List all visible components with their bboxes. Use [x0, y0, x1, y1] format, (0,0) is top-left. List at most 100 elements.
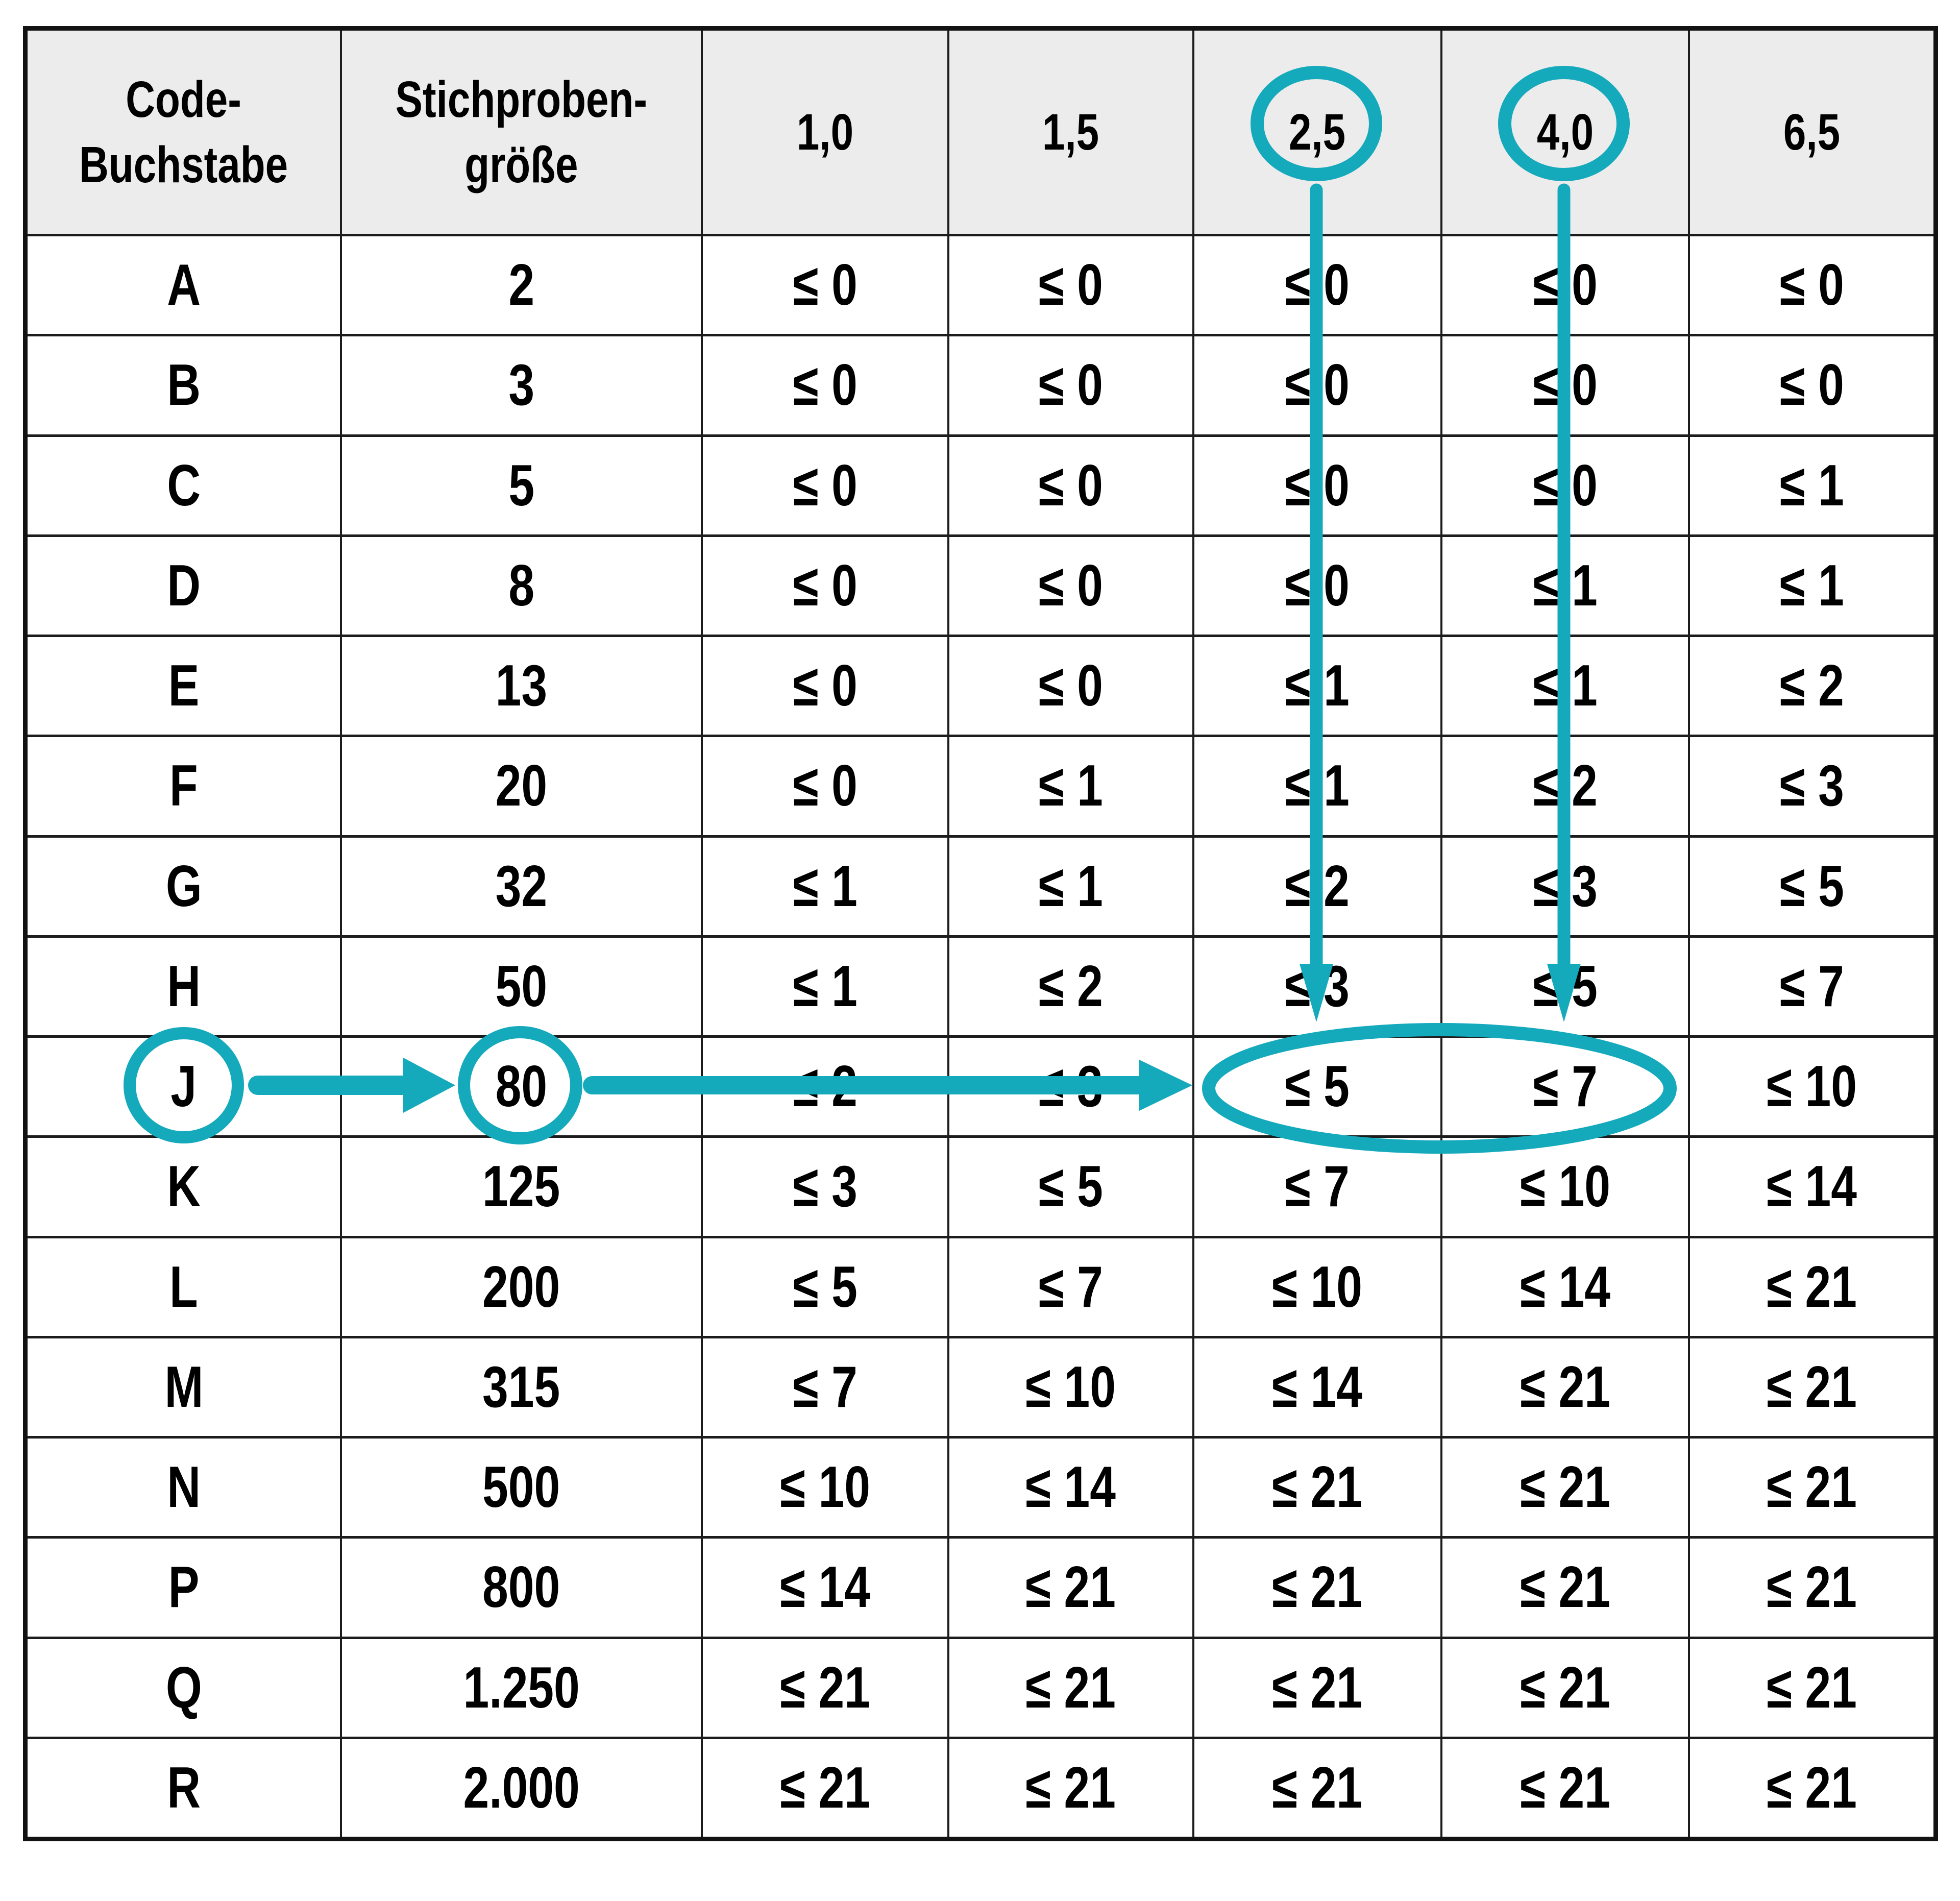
cell-text: 8 — [508, 553, 534, 618]
cell-text: ≤ 1 — [1038, 753, 1104, 819]
header-text: 1,0 — [797, 100, 853, 165]
cell-F-aql-4-0: ≤ 2 — [1440, 735, 1688, 835]
cell-text: ≤ 1 — [1533, 653, 1598, 719]
cell-text: ≤ 10 — [1520, 1154, 1610, 1220]
cell-text: K — [167, 1154, 201, 1220]
cell-E-size: 13 — [340, 635, 701, 735]
cell-M-size: 315 — [340, 1335, 701, 1436]
cell-text: E — [168, 653, 200, 719]
cell-text: ≤ 3 — [1779, 753, 1844, 819]
cell-J-size: 80 — [340, 1035, 701, 1136]
cell-F-aql-1-0: ≤ 0 — [701, 735, 947, 835]
cell-text: ≤ 1 — [793, 854, 857, 919]
cell-text: ≤ 0 — [793, 653, 857, 719]
cell-text: P — [168, 1555, 200, 1620]
cell-text: ≤ 0 — [1285, 553, 1350, 618]
cell-M-aql-2-5: ≤ 14 — [1192, 1335, 1440, 1436]
cell-G-size: 32 — [340, 835, 701, 935]
cell-text: ≤ 5 — [1285, 1054, 1350, 1119]
cell-N-aql-2-5: ≤ 21 — [1192, 1436, 1440, 1537]
cell-E-aql-4-0: ≤ 1 — [1440, 635, 1688, 735]
cell-F-aql-2-5: ≤ 1 — [1192, 735, 1440, 835]
cell-text: N — [167, 1455, 201, 1520]
cell-C-aql-2-5: ≤ 0 — [1192, 434, 1440, 534]
cell-B-aql-1-0: ≤ 0 — [701, 334, 947, 434]
header-label-line: 1,5 — [1042, 104, 1099, 161]
cell-text: 800 — [482, 1555, 560, 1620]
header-label-line: Buchstabe — [79, 136, 288, 193]
cell-N-aql-1-0: ≤ 10 — [701, 1436, 947, 1537]
cell-E-aql-1-0: ≤ 0 — [701, 635, 947, 735]
cell-Q-aql-2-5: ≤ 21 — [1192, 1636, 1440, 1737]
cell-M-code: M — [28, 1335, 340, 1436]
cell-D-size: 8 — [340, 534, 701, 635]
cell-text: ≤ 0 — [793, 553, 857, 618]
cell-N-aql-1-5: ≤ 14 — [947, 1436, 1192, 1537]
cell-M-aql-1-5: ≤ 10 — [947, 1335, 1192, 1436]
cell-D-code: D — [28, 534, 340, 635]
cell-E-aql-2-5: ≤ 1 — [1192, 635, 1440, 735]
cell-text: ≤ 0 — [793, 353, 857, 418]
header-text: 1,5 — [1042, 100, 1099, 165]
cell-P-aql-1-5: ≤ 21 — [947, 1536, 1192, 1637]
cell-text: ≤ 21 — [1767, 1655, 1857, 1720]
cell-text: A — [167, 253, 201, 318]
cell-C-size: 5 — [340, 434, 701, 534]
cell-text: ≤ 14 — [1767, 1154, 1857, 1220]
cell-H-aql-1-5: ≤ 2 — [947, 935, 1192, 1035]
cell-text: ≤ 21 — [1767, 1555, 1857, 1620]
cell-text: ≤ 5 — [793, 1254, 857, 1320]
cell-Q-aql-4-0: ≤ 21 — [1440, 1636, 1688, 1737]
cell-N-size: 500 — [340, 1436, 701, 1537]
cell-text: ≤ 0 — [793, 453, 857, 518]
cell-E-aql-1-5: ≤ 0 — [947, 635, 1192, 735]
header-aql-2-5: 2,5 — [1192, 31, 1440, 234]
cell-E-aql-6-5: ≤ 2 — [1688, 635, 1933, 735]
cell-text: ≤ 14 — [1272, 1354, 1363, 1420]
cell-text: ≤ 1 — [1285, 753, 1350, 819]
cell-text: ≤ 21 — [1767, 1354, 1857, 1420]
cell-G-aql-1-5: ≤ 1 — [947, 835, 1192, 935]
cell-text: ≤ 10 — [780, 1455, 870, 1520]
cell-text: ≤ 0 — [1285, 353, 1350, 418]
cell-K-code: K — [28, 1135, 340, 1236]
cell-text: ≤ 5 — [1038, 1154, 1104, 1220]
header-label-line: Stichproben- — [395, 71, 648, 128]
cell-N-code: N — [28, 1436, 340, 1537]
cell-G-aql-1-0: ≤ 1 — [701, 835, 947, 935]
cell-text: ≤ 2 — [1533, 753, 1598, 819]
cell-text: 2.000 — [463, 1755, 580, 1820]
cell-K-aql-4-0: ≤ 10 — [1440, 1135, 1688, 1236]
cell-text: ≤ 7 — [1533, 1054, 1598, 1119]
header-code: Code- Buchstabe — [28, 31, 340, 234]
cell-J-aql-6-5: ≤ 10 — [1688, 1035, 1933, 1136]
header-aql-4-0: 4,0 — [1440, 31, 1688, 234]
cell-J-aql-4-0: ≤ 7 — [1440, 1035, 1688, 1136]
cell-text: 2 — [508, 253, 534, 318]
cell-text: ≤ 21 — [1520, 1655, 1610, 1720]
cell-text: 32 — [495, 854, 548, 919]
cell-text: ≤ 0 — [1038, 553, 1104, 618]
cell-G-aql-2-5: ≤ 2 — [1192, 835, 1440, 935]
cell-text: 125 — [482, 1154, 560, 1220]
cell-J-aql-2-5: ≤ 5 — [1192, 1035, 1440, 1136]
cell-A-aql-2-5: ≤ 0 — [1192, 234, 1440, 334]
cell-C-aql-6-5: ≤ 1 — [1688, 434, 1933, 534]
cell-L-code: L — [28, 1235, 340, 1336]
cell-C-aql-4-0: ≤ 0 — [1440, 434, 1688, 534]
cell-Q-aql-1-5: ≤ 21 — [947, 1636, 1192, 1737]
cell-M-aql-1-0: ≤ 7 — [701, 1335, 947, 1436]
aql-table: Code- Buchstabe Stichproben-größe 1,0 1,5 2,5… — [23, 26, 1938, 1841]
cell-B-size: 3 — [340, 334, 701, 434]
cell-text: ≤ 21 — [1520, 1755, 1610, 1820]
cell-text: ≤ 10 — [1025, 1354, 1116, 1420]
cell-text: G — [165, 854, 202, 919]
cell-text: ≤ 3 — [1533, 854, 1598, 919]
cell-text: ≤ 21 — [780, 1655, 870, 1720]
cell-D-aql-1-5: ≤ 0 — [947, 534, 1192, 635]
cell-text: ≤ 21 — [1025, 1555, 1116, 1620]
cell-text: ≤ 10 — [1767, 1054, 1857, 1119]
cell-R-code: R — [28, 1736, 340, 1837]
cell-P-aql-4-0: ≤ 21 — [1440, 1536, 1688, 1637]
